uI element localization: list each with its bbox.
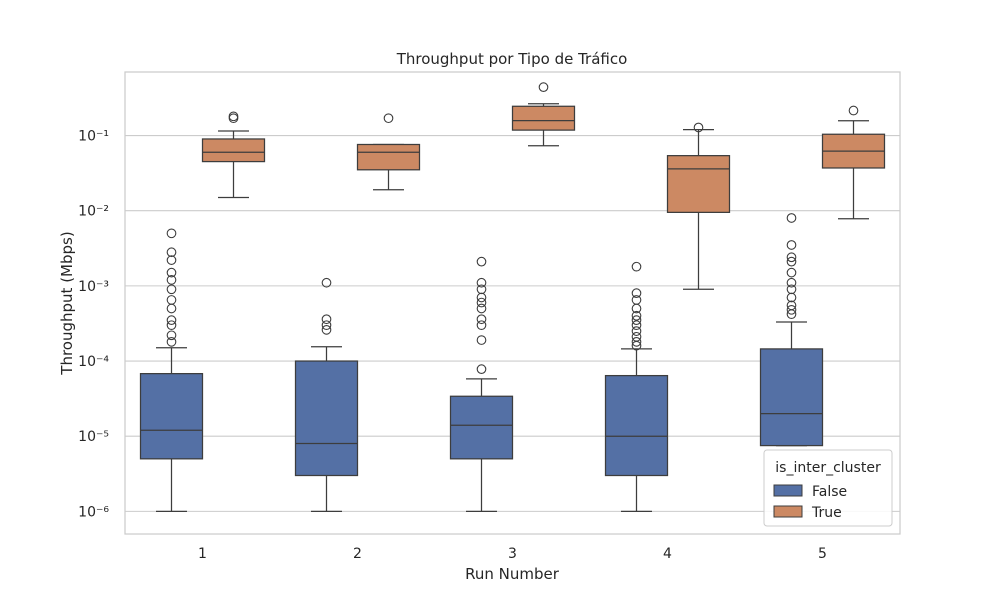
box-false-run-3 [449,256,514,512]
outlier-point [848,105,859,116]
x-tick-label: 4 [663,546,672,562]
plot-area-frame [124,71,901,535]
x-tick-label: 3 [508,546,517,562]
outlier-point [631,261,642,272]
box-true-run-4 [666,122,731,290]
outlier-point [786,277,797,288]
outlier-point [321,324,332,335]
outlier-point [476,335,487,345]
outlier-point [166,330,177,341]
outlier-point [476,256,487,267]
outlier-point [631,326,642,336]
outlier-point [166,284,177,295]
outlier-point [476,292,487,303]
outlier-point [166,255,177,265]
outlier-point [166,275,177,285]
y-tick-label: 10⁻⁴ [78,354,109,370]
outlier-point [786,252,797,263]
box-false-run-5 [759,213,824,447]
x-tick-label: 1 [198,546,207,562]
box-iqr [201,138,266,163]
outlier-point [631,336,642,347]
outlier-point [693,122,704,133]
outlier-point [538,82,549,93]
outlier-point [786,240,797,250]
outlier-point [166,247,177,258]
x-tick-labels: 1 2 3 4 5 [198,546,827,562]
outlier-point [166,336,177,347]
outlier-point [476,364,487,374]
y-tick-labels: 10⁻⁶ 10⁻⁵ 10⁻⁴ 10⁻³ 10⁻² 10⁻¹ [78,129,109,521]
outlier-point [321,320,332,331]
box-false-run-4 [604,261,669,512]
legend-label-false: False [812,484,847,500]
box-iqr [759,348,824,447]
outlier-point [476,277,487,288]
legend: is_inter_cluster False True [763,449,893,527]
outlier-point [631,320,642,331]
outlier-point [631,310,642,321]
outlier-point [166,303,177,314]
y-tick-label: 10⁻² [78,204,109,220]
y-tick-label: 10⁻⁶ [78,504,109,520]
outlier-point [631,315,642,325]
x-tick-label: 5 [818,546,827,562]
box-iqr [666,155,731,213]
box-true-run-2 [356,113,421,191]
outlier-point [166,315,177,325]
box-iqr [356,143,421,171]
y-tick-label: 10⁻³ [78,279,109,295]
outlier-point [476,303,487,314]
outlier-point [476,320,487,331]
y-axis-title: Throughput (Mbps) [58,231,76,375]
outlier-point [786,309,797,320]
outlier-point [321,277,332,288]
box-iqr [449,395,514,460]
outlier-point [166,267,177,278]
outlier-point [476,297,487,308]
y-tick-label: 10⁻¹ [78,129,109,145]
outlier-point [166,320,177,331]
legend-swatch-false [773,484,803,497]
outlier-point [786,304,797,315]
outlier-point [166,228,177,239]
box-false-run-1 [139,228,204,512]
outlier-point [786,292,797,303]
box-iqr [139,372,204,460]
outlier-point [786,267,797,278]
outlier-point [476,314,487,325]
x-tick-label: 2 [353,546,362,562]
outlier-point [383,113,394,124]
box-iqr [511,105,576,131]
legend-label-true: True [811,505,842,521]
box-true-run-3 [511,82,576,147]
outlier-point [228,113,239,124]
outlier-point [631,303,642,314]
outlier-point [786,213,797,223]
box-false-run-2 [294,277,359,512]
outlier-point [786,256,797,267]
outlier-point [631,288,642,298]
box-groups [139,82,886,512]
legend-swatch-true [773,505,803,518]
outlier-point [321,314,332,325]
box-true-run-5 [821,105,886,220]
outlier-point [631,340,642,351]
box-iqr [604,374,669,477]
box-iqr [294,360,359,477]
box-true-run-1 [201,111,266,199]
x-axis-title: Run Number [465,565,560,583]
y-tick-label: 10⁻⁵ [78,429,109,445]
chart-title: Throughput por Tipo de Tráfico [396,50,628,68]
legend-title: is_inter_cluster [775,460,881,476]
